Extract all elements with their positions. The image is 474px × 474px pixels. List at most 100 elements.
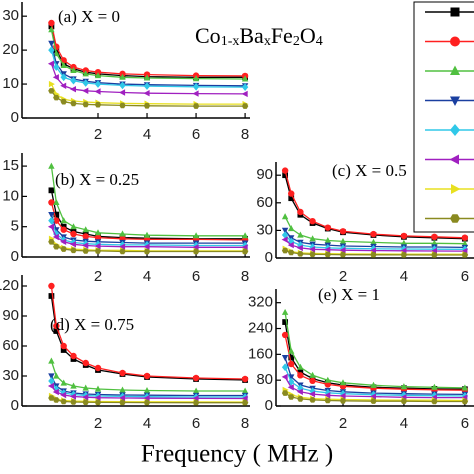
data-point (53, 322, 60, 330)
y-tick-label: 0 (265, 249, 273, 266)
data-point (309, 397, 316, 403)
data-point (297, 251, 304, 257)
data-point (288, 190, 295, 197)
data-point (288, 249, 295, 256)
data-point (48, 46, 55, 54)
y-tick-label: 60 (256, 194, 273, 211)
data-point (70, 76, 77, 85)
series-line (284, 229, 465, 249)
series-line (50, 385, 246, 400)
data-point (82, 87, 89, 94)
data-point (400, 391, 408, 400)
data-point (288, 225, 295, 232)
y-tick-label: 0 (11, 109, 19, 126)
y-tick-label: 10 (2, 75, 19, 92)
series-line (284, 312, 465, 389)
data-point (94, 364, 102, 372)
y-tick-label: 0 (11, 248, 19, 265)
data-point (324, 224, 331, 231)
x-tick-label: 4 (143, 268, 151, 285)
data-point (119, 102, 126, 109)
data-point (119, 243, 126, 250)
data-point (241, 75, 249, 82)
data-point (370, 393, 376, 400)
data-point (60, 61, 67, 68)
x-tick-label: 2 (339, 415, 347, 432)
data-point (324, 381, 331, 388)
data-point (60, 389, 67, 397)
data-point (324, 397, 331, 404)
data-point (241, 387, 249, 394)
data-point (281, 167, 289, 174)
data-point (241, 232, 249, 239)
data-point (288, 237, 295, 246)
data-point (48, 395, 55, 401)
data-point (53, 372, 60, 379)
series-line (50, 241, 246, 253)
data-point (324, 376, 331, 383)
data-point (281, 308, 289, 315)
data-point (241, 375, 249, 383)
data-point (324, 392, 331, 399)
x-tick-label: 8 (241, 126, 249, 143)
data-point (241, 90, 248, 98)
data-point (60, 73, 67, 82)
data-point (82, 242, 89, 249)
data-point (119, 369, 126, 377)
series-line (50, 90, 246, 107)
x-axis-label: Frequency ( MHz ) (141, 441, 333, 468)
data-point (48, 88, 55, 94)
data-point (288, 360, 295, 368)
data-point (143, 74, 151, 81)
data-point (82, 101, 89, 108)
data-point (143, 399, 151, 406)
series-line (50, 22, 246, 77)
data-point (70, 230, 77, 238)
x-tick-label: 6 (461, 415, 469, 432)
data-point (241, 83, 249, 91)
data-point (60, 342, 67, 350)
data-point (297, 396, 304, 402)
data-point (48, 187, 55, 194)
data-point (281, 213, 289, 220)
data-point (82, 79, 89, 87)
title-subscript: 4 (316, 34, 323, 49)
data-point (82, 384, 89, 391)
data-point (309, 235, 316, 242)
series-line (51, 395, 246, 403)
data-point (70, 352, 77, 360)
data-point (297, 231, 304, 238)
legend-marker (450, 7, 460, 17)
legend-marker (450, 36, 460, 47)
series-line (50, 360, 246, 392)
data-point (288, 394, 295, 400)
data-point (70, 223, 77, 230)
data-point (192, 75, 200, 82)
data-point (431, 233, 438, 241)
data-point (282, 319, 289, 325)
y-tick-label: 5 (11, 218, 19, 235)
legend-box (413, 1, 474, 233)
data-point (60, 246, 67, 252)
data-point (143, 103, 151, 109)
legend-marker (450, 124, 460, 136)
data-point (431, 239, 438, 246)
data-point (400, 239, 408, 246)
data-point (48, 282, 55, 290)
data-point (339, 398, 347, 404)
data-point (309, 218, 316, 225)
data-point (288, 347, 295, 354)
y-tick-label: 15 (2, 157, 19, 174)
data-point (297, 363, 304, 370)
data-point (48, 239, 55, 245)
data-point (370, 230, 377, 238)
data-point (47, 60, 54, 67)
y-tick-label: 160 (248, 345, 273, 362)
title-part: O (300, 23, 316, 48)
data-point (324, 251, 331, 258)
series-line (50, 190, 246, 240)
data-point (47, 382, 54, 390)
data-point (192, 90, 199, 97)
data-point (461, 234, 469, 241)
series-line (284, 239, 465, 252)
